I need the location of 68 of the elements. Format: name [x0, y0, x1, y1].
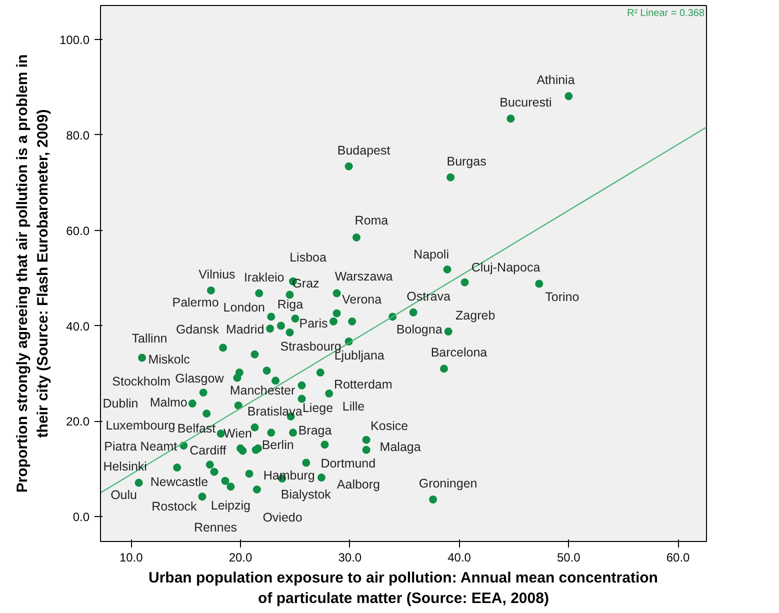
annotation: Luxembourg: [106, 418, 176, 432]
annotation: Graz: [292, 276, 320, 291]
annotation: Madrid: [226, 322, 264, 337]
annotation: Napoli: [414, 247, 449, 262]
annotation: Lisboa: [290, 250, 326, 264]
annotation: Rennes: [194, 520, 238, 534]
annotation: Hamburg: [263, 468, 315, 482]
y-tick-label: 80.0: [66, 128, 90, 142]
annotation: Torino: [545, 290, 580, 304]
x-tick-label: 40.0: [448, 550, 472, 564]
annotation: London: [223, 300, 266, 315]
annotation: Vilnius: [198, 267, 236, 282]
annotation: Barcelona: [430, 346, 488, 360]
annotation: Cardiff: [190, 444, 227, 458]
annotation: Rostock: [152, 500, 198, 514]
annotation: Burgas: [446, 154, 486, 168]
y-axis-title: Proportion strongly agreeing that air pollution is a problem in their city (Source: Flash Eurobarometer, 2009): [14, 54, 52, 493]
x-tick-label: 30.0: [338, 550, 362, 564]
annotation: Roma: [354, 213, 388, 228]
y-tick-label: 0.0: [72, 510, 90, 524]
annotation: Bucuresti: [500, 96, 552, 110]
annotation: Dortmund: [320, 456, 376, 471]
annotation: Rotterdam: [334, 378, 392, 392]
x-tick-label: 10.0: [119, 550, 144, 564]
annotation: Irakleio: [244, 270, 284, 284]
annotation: Zagreb: [456, 308, 496, 322]
annotation: Piatra Neamt: [104, 440, 178, 454]
x-axis-title: Urban population exposure to air pollution: Annual mean concentration of particulate matter (Source: EEA, 2008): [148, 570, 658, 607]
annotation: Wien: [223, 426, 252, 440]
x-tick-label: 50.0: [556, 550, 581, 564]
annotation: Bratislava: [247, 404, 302, 418]
annotation: Bologna: [396, 322, 442, 336]
annotation: Palermo: [172, 296, 219, 310]
annotation: Miskolc: [148, 352, 190, 367]
annotation: Bialystok: [280, 487, 332, 502]
annotation: Braga: [298, 424, 332, 438]
annotation: Tallinn: [132, 332, 168, 346]
y-tick-label: 40.0: [66, 319, 90, 334]
annotation: Lille: [342, 400, 365, 414]
annotation: Glasgow: [175, 372, 225, 386]
annotation: Malaga: [380, 440, 421, 454]
y-tick-label: 100.0: [59, 32, 90, 47]
annotation: R² Linear = 0.368: [626, 8, 705, 19]
annotation: Paris: [299, 316, 328, 330]
annotation: Malmo: [150, 396, 188, 410]
x-tick-label: 60.0: [666, 550, 690, 564]
annotation: Kosice: [370, 418, 408, 433]
annotation: Cluj-Napoca: [471, 260, 540, 274]
annotation: Oviedo: [262, 510, 302, 524]
annotation: Athinia: [536, 73, 575, 88]
annotation: Dublin: [102, 396, 138, 410]
annotation: Berlin: [262, 438, 294, 452]
annotation: Helsinki: [103, 460, 147, 474]
annotation: Newcastle: [150, 474, 208, 489]
annotation: Aalborg: [336, 478, 380, 492]
y-tick-label: 60.0: [66, 224, 90, 238]
annotation: Warszawa: [334, 269, 393, 284]
y-tick-label: 20.0: [66, 414, 90, 429]
annotation: Oulu: [110, 488, 138, 502]
annotation: Riga: [277, 298, 304, 312]
annotation: Liege: [302, 400, 334, 415]
x-tick-label: 20.0: [228, 550, 253, 564]
annotation: Leipzig: [210, 498, 251, 513]
annotation: Budapest: [337, 143, 391, 158]
annotation: Stockholm: [112, 374, 171, 389]
annotation: Groningen: [418, 476, 478, 490]
annotation: Gdansk: [176, 322, 220, 336]
annotation: Verona: [342, 292, 382, 306]
